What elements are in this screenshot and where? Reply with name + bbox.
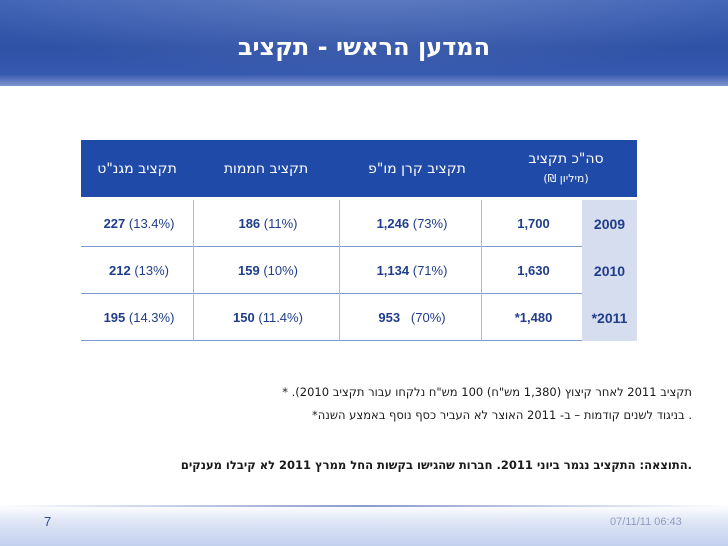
- cell-keren: 1,246 (73%): [376, 216, 448, 231]
- footer-date: 07/11/11 06:43: [610, 516, 682, 528]
- table-header-row: סה"כ תקציב (מיליון ₪) תקציב קרן מו"פ תקצ…: [81, 140, 637, 197]
- header-total-unit: (מיליון ₪): [543, 171, 589, 185]
- table-row: 212 (13%) 159 (10%) 1,134 (71%) 1,630 20…: [81, 247, 637, 294]
- cell-hamamot: 159 (10%): [237, 263, 298, 278]
- cell-year: 2009: [582, 200, 637, 247]
- cell-total: 1,630: [517, 263, 550, 278]
- cell-year: 2010: [582, 247, 637, 294]
- cell-magnet: 195 (14.3%): [103, 310, 175, 325]
- header-keren: תקציב קרן מו"פ: [368, 160, 466, 177]
- cell-hamamot: 186 (11%): [238, 216, 298, 231]
- cell-hamamot: 150 (11.4%): [233, 310, 303, 325]
- header-total: סה"כ תקציב (מיליון ₪): [495, 140, 637, 197]
- cell-magnet: 212 (13%): [108, 263, 169, 278]
- note-result: .התוצאה: התקציב נגמר ביוני 2011. חברות ש…: [180, 458, 692, 472]
- cell-total: *1,480: [514, 310, 553, 325]
- cell-year: *2011: [582, 294, 637, 341]
- cell-keren: 953 (70%): [378, 310, 446, 325]
- cell-magnet: 227 (13.4%): [103, 216, 175, 231]
- note-budget-cut: תקציב 2011 לאחר קיצוץ (1,380 מש"ח) 100 מ…: [282, 385, 692, 399]
- cell-total: 1,700: [517, 216, 550, 231]
- header-total-label: סה"כ תקציב: [528, 150, 604, 167]
- table-row: 227 (13.4%) 186 (11%) 1,246 (73%) 1,700 …: [81, 200, 637, 247]
- header-hamamot: תקציב חממות: [223, 160, 309, 177]
- page-number: 7: [44, 514, 52, 529]
- table-row: 195 (14.3%) 150 (11.4%) 953 (70%) *1,480…: [81, 294, 637, 341]
- header-magnet: תקציב מגנ"ט: [97, 160, 177, 177]
- footer-bar: [0, 505, 728, 546]
- footer-divider: [0, 505, 728, 507]
- note-treasury: . בניגוד לשנים קודמות – ב- 2011 האוצר לא…: [311, 408, 692, 422]
- cell-keren: 1,134 (71%): [376, 263, 448, 278]
- title-banner: המדען הראשי - תקציב: [0, 0, 728, 86]
- slide-title: המדען הראשי - תקציב: [237, 33, 491, 61]
